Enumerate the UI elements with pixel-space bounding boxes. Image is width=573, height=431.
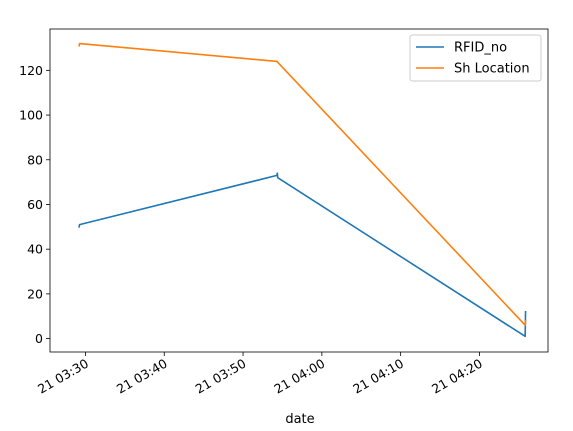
legend: RFID_no Sh Location — [409, 34, 542, 82]
series-layer — [78, 42, 527, 338]
x-axis-label: date — [285, 412, 314, 427]
x-tick-label: 21 04:00 — [271, 356, 327, 397]
x-tick-label: 21 03:40 — [114, 356, 170, 397]
y-tick-label: 120 — [19, 63, 43, 78]
legend-label: RFID_no — [454, 41, 507, 56]
y-tick-label: 60 — [27, 197, 43, 212]
y-tick-label: 0 — [35, 331, 43, 346]
y-tick-label: 40 — [27, 242, 43, 257]
y-axis-ticks: 0 20 40 60 80 100 120 — [19, 63, 50, 346]
x-tick-label: 21 04:10 — [350, 356, 406, 397]
series-line-0 — [78, 172, 527, 338]
x-tick-label: 21 03:50 — [193, 356, 249, 397]
y-tick-label: 100 — [19, 108, 43, 123]
plot-frame — [49, 28, 549, 353]
legend-label: Sh Location — [454, 62, 530, 77]
series-line-1 — [78, 42, 527, 326]
y-tick-label: 80 — [27, 152, 43, 167]
x-tick-label: 21 04:20 — [429, 356, 485, 397]
y-tick-label: 20 — [27, 286, 43, 301]
x-tick-label: 21 03:30 — [35, 356, 91, 397]
x-axis-ticks: 21 03:30 21 03:40 21 03:50 21 04:00 21 04:10… — [35, 352, 485, 397]
